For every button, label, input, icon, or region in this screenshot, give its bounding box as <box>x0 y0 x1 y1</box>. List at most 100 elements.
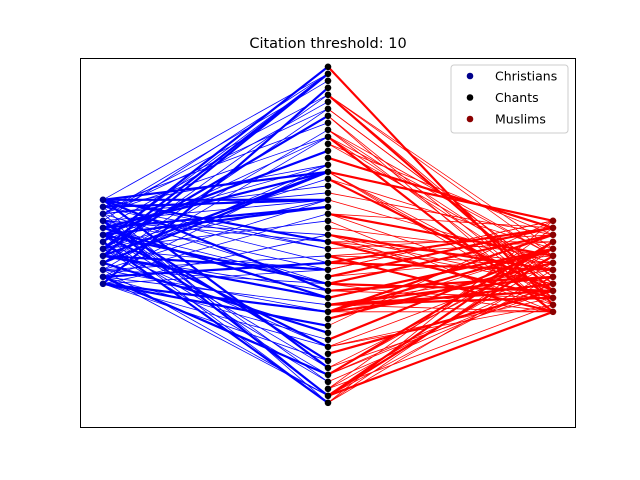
edge-muslim <box>327 289 554 355</box>
node-chant <box>324 378 332 386</box>
node-christian <box>99 196 107 204</box>
node-muslim <box>549 266 557 274</box>
node-muslim <box>549 280 557 288</box>
node-muslim <box>549 273 557 281</box>
edge-christian <box>102 220 329 383</box>
edge-christian <box>102 80 329 215</box>
edge-muslim <box>327 199 554 264</box>
edge-muslim <box>327 262 554 348</box>
node-chant <box>324 252 332 260</box>
chart-title: Citation threshold: 10 <box>249 36 406 52</box>
node-christian <box>99 259 107 267</box>
node-chant <box>324 77 332 85</box>
edge-christian <box>102 149 329 236</box>
legend-label: Christians <box>495 69 557 84</box>
edge-christian <box>102 206 329 404</box>
node-christian <box>99 217 107 225</box>
edge-muslim <box>327 269 554 404</box>
node-muslim <box>549 252 557 260</box>
node-chant <box>324 301 332 309</box>
node-chant <box>324 371 332 379</box>
edge-muslim <box>327 248 554 320</box>
edge-muslim <box>327 171 554 306</box>
edge-muslim <box>327 157 554 229</box>
legend-box <box>450 64 569 134</box>
edge-christian <box>102 240 329 404</box>
legend-marker <box>466 115 474 123</box>
node-chant <box>324 217 332 225</box>
node-chant <box>324 133 332 141</box>
edge-christian <box>102 198 329 243</box>
node-chant <box>324 182 332 190</box>
node-chant <box>324 196 332 204</box>
node-chant <box>324 315 332 323</box>
edge-muslim <box>327 240 554 397</box>
node-chant <box>324 84 332 92</box>
edge-muslim <box>327 247 554 313</box>
node-christian <box>99 238 107 246</box>
node-chant <box>324 266 332 274</box>
nodes-group <box>99 63 557 407</box>
edge-christian <box>102 248 329 348</box>
node-chant <box>324 119 332 127</box>
node-chant <box>324 280 332 288</box>
node-chant <box>324 112 332 120</box>
edge-muslim <box>327 283 554 383</box>
node-muslim <box>549 217 557 225</box>
edge-christian <box>102 199 329 222</box>
node-christian <box>99 280 107 288</box>
node-chant <box>324 203 332 211</box>
node-chant <box>324 343 332 351</box>
edge-muslim <box>327 233 554 285</box>
node-chant <box>324 231 332 239</box>
node-chant <box>324 287 332 295</box>
node-muslim <box>549 231 557 239</box>
edge-muslim <box>327 234 554 250</box>
node-chant <box>324 154 332 162</box>
node-chant <box>324 273 332 281</box>
edge-muslim <box>327 261 554 320</box>
edge-christian <box>102 94 329 215</box>
edge-christian <box>102 199 329 250</box>
node-chant <box>324 140 332 148</box>
node-chant <box>324 105 332 113</box>
node-chant <box>324 189 332 197</box>
node-chant <box>324 63 332 71</box>
edge-muslim <box>327 192 554 236</box>
edge-muslim <box>327 220 554 327</box>
node-christian <box>99 252 107 260</box>
node-chant <box>324 70 332 78</box>
node-chant <box>324 385 332 393</box>
node-muslim <box>549 245 557 253</box>
node-chant <box>324 224 332 232</box>
edge-christian <box>102 255 329 292</box>
edge-christian <box>102 220 329 243</box>
edge-christian <box>102 198 329 208</box>
edge-christian <box>102 213 329 285</box>
node-muslim <box>549 224 557 232</box>
edge-muslim <box>327 241 554 257</box>
edge-christian <box>102 248 329 383</box>
node-chant <box>324 259 332 267</box>
node-chant <box>324 350 332 358</box>
edge-muslim <box>327 220 554 404</box>
edge-christian <box>102 219 329 397</box>
edge-muslim <box>327 283 554 376</box>
node-christian <box>99 224 107 232</box>
node-chant <box>324 294 332 302</box>
legend-marker <box>466 94 474 101</box>
node-chant <box>324 126 332 134</box>
node-muslim <box>549 259 557 267</box>
edge-muslim <box>327 304 554 390</box>
edges-group <box>102 65 554 404</box>
edge-muslim <box>327 310 554 397</box>
edge-muslim <box>327 213 554 229</box>
node-chant <box>324 161 332 169</box>
edge-muslim <box>327 143 554 236</box>
node-muslim <box>549 301 557 309</box>
legend-label: Chants <box>495 90 539 105</box>
node-chant <box>324 329 332 337</box>
node-chant <box>324 245 332 253</box>
edge-muslim <box>327 227 554 390</box>
edge-christian <box>102 108 329 215</box>
